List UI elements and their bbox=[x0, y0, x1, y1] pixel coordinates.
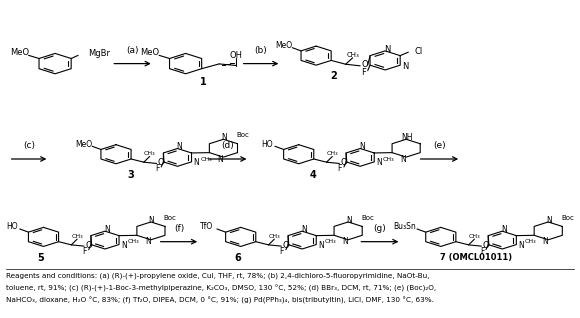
Text: F: F bbox=[480, 247, 484, 256]
Text: N: N bbox=[346, 216, 351, 225]
Text: MgBr: MgBr bbox=[89, 49, 111, 58]
Text: CH₃: CH₃ bbox=[383, 157, 394, 162]
Text: CH₃: CH₃ bbox=[269, 234, 280, 239]
Text: 4: 4 bbox=[310, 170, 317, 180]
Text: O: O bbox=[282, 241, 289, 250]
Text: MeO: MeO bbox=[275, 41, 292, 50]
Text: (c): (c) bbox=[23, 141, 35, 150]
Text: N: N bbox=[342, 238, 348, 246]
Text: O: O bbox=[158, 158, 165, 167]
Text: O: O bbox=[85, 241, 92, 250]
Text: CH₃: CH₃ bbox=[327, 151, 338, 156]
Text: N: N bbox=[518, 241, 524, 250]
Text: N: N bbox=[145, 238, 151, 246]
Text: N: N bbox=[359, 142, 365, 151]
Text: (f): (f) bbox=[174, 224, 184, 233]
Text: TfO: TfO bbox=[201, 222, 213, 231]
Text: N: N bbox=[176, 142, 182, 151]
Text: (a): (a) bbox=[126, 46, 139, 55]
Text: Reagents and conditions: (a) (R)-(+)-propylene oxide, CuI, THF, rt, 78%; (b) 2,4: Reagents and conditions: (a) (R)-(+)-pro… bbox=[6, 273, 429, 279]
Text: O: O bbox=[483, 241, 490, 250]
Text: CH₃: CH₃ bbox=[71, 234, 83, 239]
Text: (b): (b) bbox=[255, 46, 267, 55]
Text: F: F bbox=[280, 247, 284, 256]
Text: 1: 1 bbox=[200, 77, 206, 87]
Text: Boc: Boc bbox=[361, 215, 374, 220]
Text: CH₃: CH₃ bbox=[144, 151, 155, 156]
Text: N: N bbox=[301, 225, 307, 234]
Text: N: N bbox=[148, 216, 154, 225]
Text: CH₃: CH₃ bbox=[469, 234, 480, 239]
Text: Bu₃Sn: Bu₃Sn bbox=[393, 222, 416, 231]
Text: Boc: Boc bbox=[236, 132, 249, 138]
Text: Boc: Boc bbox=[561, 215, 574, 220]
Text: O: O bbox=[340, 158, 347, 167]
Text: F: F bbox=[155, 164, 160, 173]
Text: MeO: MeO bbox=[10, 48, 29, 57]
Text: HO: HO bbox=[262, 140, 273, 149]
Text: toluene, rt, 91%; (c) (R)-(+)-1-Boc-3-methylpiperazine, K₂CO₃, DMSO, 130 °C, 52%: toluene, rt, 91%; (c) (R)-(+)-1-Boc-3-me… bbox=[6, 285, 436, 292]
Text: N: N bbox=[501, 225, 507, 234]
Text: MeO: MeO bbox=[140, 48, 160, 57]
Text: N: N bbox=[318, 241, 324, 250]
Text: F: F bbox=[361, 68, 365, 77]
Text: CH₃: CH₃ bbox=[325, 239, 336, 245]
Text: N: N bbox=[218, 155, 223, 164]
Text: NH: NH bbox=[401, 133, 412, 142]
Text: 7 (OMCL01011): 7 (OMCL01011) bbox=[440, 253, 512, 262]
Text: N: N bbox=[221, 133, 227, 142]
Text: CH₃: CH₃ bbox=[525, 239, 536, 245]
Text: NaHCO₃, dioxane, H₂O °C, 83%; (f) Tf₂O, DIPEA, DCM, 0 °C, 91%; (g) Pd(PPh₃)₄, bi: NaHCO₃, dioxane, H₂O °C, 83%; (f) Tf₂O, … bbox=[6, 297, 434, 304]
Text: N: N bbox=[376, 158, 382, 167]
Text: F: F bbox=[82, 247, 87, 256]
Text: Boc: Boc bbox=[164, 215, 176, 220]
Text: N: N bbox=[383, 45, 390, 54]
Text: N: N bbox=[121, 241, 126, 250]
Text: N: N bbox=[400, 155, 406, 164]
Text: N: N bbox=[401, 62, 408, 71]
Text: 6: 6 bbox=[234, 252, 241, 263]
Text: Cl: Cl bbox=[414, 47, 422, 56]
Text: (d): (d) bbox=[222, 141, 234, 150]
Text: 3: 3 bbox=[127, 170, 134, 180]
Text: CH₃: CH₃ bbox=[346, 52, 359, 58]
Text: N: N bbox=[546, 216, 552, 225]
Text: N: N bbox=[104, 225, 110, 234]
Text: (e): (e) bbox=[433, 141, 445, 150]
Text: 5: 5 bbox=[37, 252, 44, 263]
Text: O: O bbox=[361, 60, 368, 69]
Text: CH₃: CH₃ bbox=[200, 157, 212, 162]
Text: N: N bbox=[542, 238, 548, 246]
Text: (g): (g) bbox=[374, 224, 386, 233]
Text: CH₃: CH₃ bbox=[128, 239, 139, 245]
Text: MeO: MeO bbox=[75, 140, 92, 149]
Text: OH: OH bbox=[230, 51, 243, 59]
Text: F: F bbox=[338, 164, 342, 173]
Text: 2: 2 bbox=[330, 71, 337, 81]
Text: HO: HO bbox=[6, 222, 18, 231]
Text: N: N bbox=[193, 158, 199, 167]
